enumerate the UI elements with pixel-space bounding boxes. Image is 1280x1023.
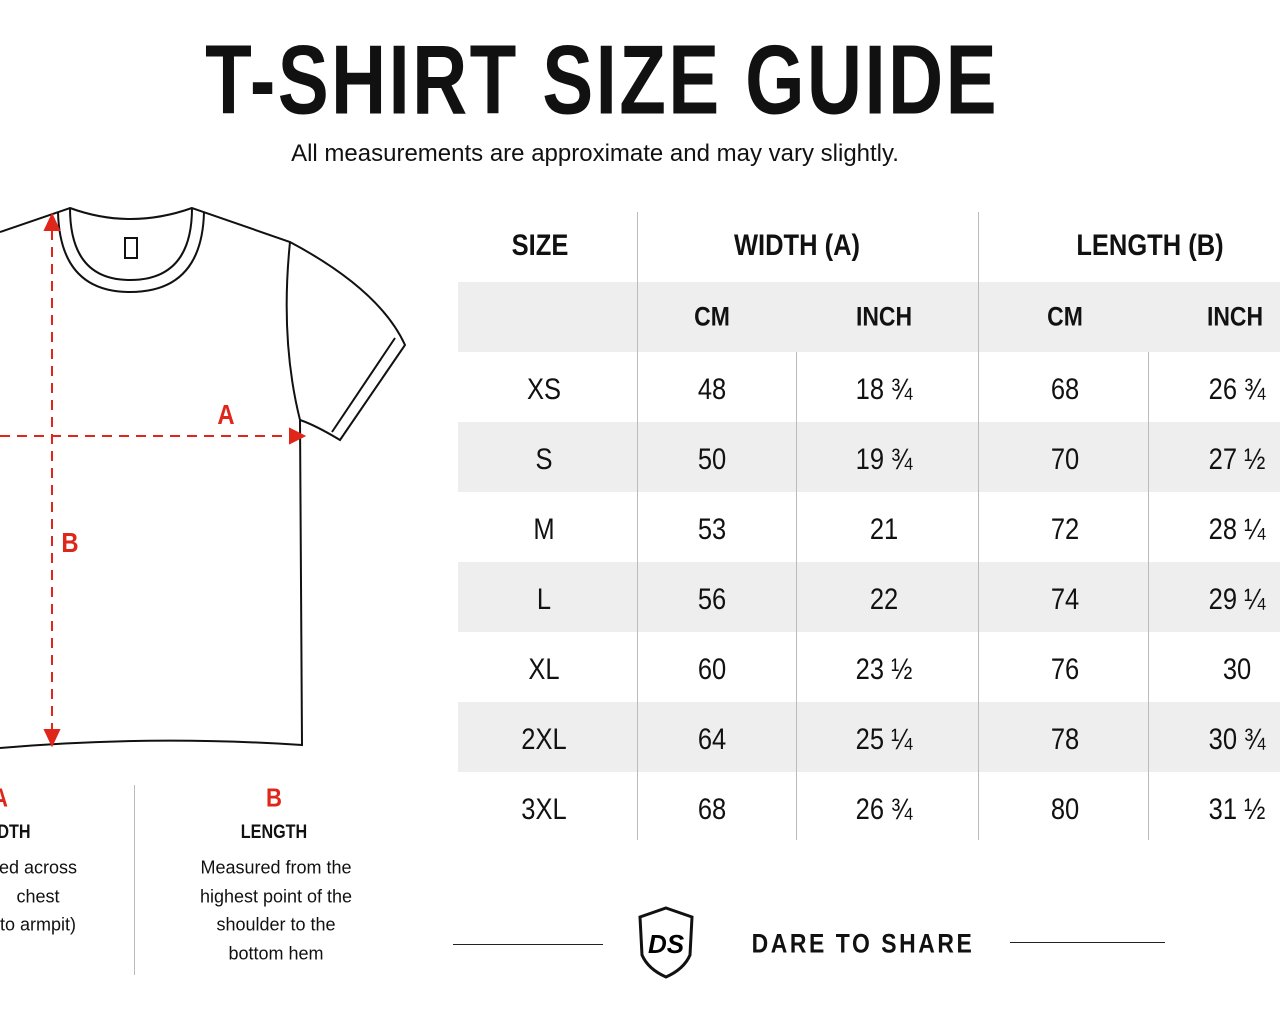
cell: 22 [869, 583, 899, 616]
cell: 72 [1050, 513, 1080, 546]
subcolumn-header: INCH [855, 301, 913, 332]
size-cell: L [536, 583, 552, 616]
cell: 50 [697, 443, 727, 476]
tshirt-diagram [0, 206, 407, 749]
logo: DS [638, 906, 694, 979]
cell: 53 [697, 513, 727, 546]
size-cell: S [535, 443, 553, 476]
col-line [978, 212, 979, 840]
cell: 74 [1050, 583, 1080, 616]
cell: 30 ¾ [1208, 723, 1266, 756]
cell: 19 ¾ [855, 443, 913, 476]
size-cell: 3XL [521, 793, 567, 826]
cell: 31 ½ [1208, 793, 1266, 826]
cell: 56 [697, 583, 727, 616]
header-band [458, 282, 1280, 352]
cell: 29 ¼ [1208, 583, 1266, 616]
size-cell: 2XL [521, 723, 567, 756]
column-header: WIDTH (A) [733, 229, 861, 262]
row-band [458, 702, 1280, 772]
note-line: ed across [0, 857, 78, 878]
subcolumn-header: CM [694, 301, 730, 332]
rule [453, 944, 603, 945]
cell: 70 [1050, 443, 1080, 476]
cell: 30 [1222, 653, 1252, 686]
label-a: A [217, 399, 235, 430]
cell: 27 ½ [1208, 443, 1266, 476]
cell: 26 ¾ [1208, 373, 1266, 406]
size-cell: XS [526, 373, 562, 406]
row-band [458, 562, 1280, 632]
rule [1010, 942, 1165, 943]
subtitle: All measurements are approximate and may… [291, 140, 899, 167]
note-line: Measured from the [200, 857, 352, 878]
cell: 18 ¾ [855, 373, 913, 406]
note-line: shoulder to the [216, 914, 336, 935]
size-cell: XL [528, 653, 560, 686]
cell: 76 [1050, 653, 1080, 686]
cell: 60 [697, 653, 727, 686]
cell: 68 [1050, 373, 1080, 406]
row-band [458, 422, 1280, 492]
note-line: chest [16, 886, 60, 906]
cell: 23 ½ [855, 653, 913, 686]
cell: 80 [1050, 793, 1080, 826]
divider [134, 785, 135, 975]
subcolumn-header: INCH [1206, 301, 1264, 332]
note-title: LENGTH [240, 822, 308, 843]
cell: 64 [697, 723, 727, 756]
cell: 21 [869, 513, 899, 546]
cell: 68 [697, 793, 727, 826]
logo-text: DS [648, 929, 685, 959]
label-b: B [61, 527, 79, 558]
note-line: bottom hem [228, 943, 324, 963]
brand: DARE TO SHARE [751, 928, 975, 959]
col-line [1148, 352, 1149, 840]
note-line: to armpit) [0, 914, 77, 935]
title: T-SHIRT SIZE GUIDE [205, 24, 999, 135]
note-letter: A [0, 783, 8, 814]
cell: 25 ¼ [855, 723, 913, 756]
size-cell: M [533, 513, 555, 546]
note-letter: B [266, 782, 282, 813]
col-line [637, 212, 638, 840]
subcolumn-header: CM [1047, 301, 1083, 332]
cell: 26 ¾ [855, 793, 913, 826]
column-header: SIZE [511, 229, 569, 262]
column-header: LENGTH (B) [1076, 229, 1224, 262]
note-title: DTH [0, 822, 31, 843]
cell: 28 ¼ [1208, 513, 1266, 546]
col-line [796, 352, 797, 840]
note-line: highest point of the [199, 886, 353, 906]
cell: 78 [1050, 723, 1080, 756]
cell: 48 [697, 373, 727, 406]
